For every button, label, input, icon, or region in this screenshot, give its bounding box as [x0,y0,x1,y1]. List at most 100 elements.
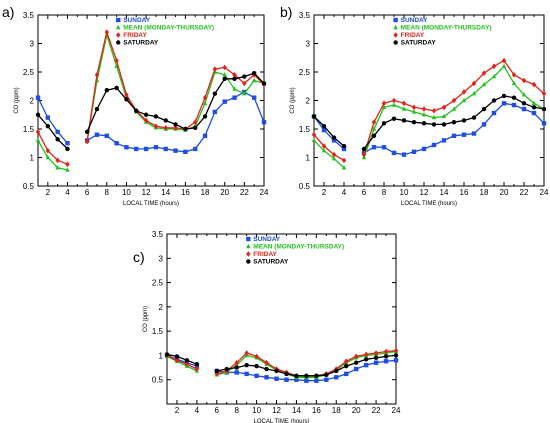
x-tick-label: 10 [122,188,131,197]
data-point [222,99,227,104]
data-point [55,157,60,164]
data-point [471,115,477,120]
data-point [321,147,327,153]
x-tick-label: 18 [480,188,489,197]
data-point [471,131,477,136]
x-tick-label: 10 [252,406,261,415]
legend-marker [246,259,251,264]
data-point [143,112,149,117]
data-point [251,95,257,100]
data-point [222,76,227,82]
data-point [324,372,329,378]
data-point [521,92,527,97]
data-point [143,146,149,152]
x-tick-label: 18 [332,406,341,415]
series-line [313,139,345,169]
data-point [383,354,389,359]
data-point [143,117,149,124]
legend-marker [246,251,251,257]
data-point [491,98,497,103]
data-point [363,351,369,358]
x-axis-label: LOCAL TIME (hours) [123,201,179,207]
data-point [104,133,109,139]
legend-marker [116,17,121,23]
data-point [202,114,208,119]
data-point [431,122,437,127]
x-tick-label: 24 [540,188,549,197]
data-point [55,129,60,135]
data-point [361,151,367,158]
data-point [304,373,309,379]
data-point [393,358,399,363]
data-point [331,135,337,140]
legend-marker [393,17,398,23]
data-point [124,145,129,150]
data-point [531,105,537,110]
data-point [244,350,249,356]
series-friday [311,57,547,164]
x-tick-label: 2 [322,188,327,197]
series-line [313,134,345,161]
data-point [531,100,537,106]
legend-entry: MEAN (MONDAY-THURSDAY) [253,244,344,251]
y-tick-label: 2 [159,303,164,312]
x-tick-label: 12 [420,188,429,197]
x-tick-label: 16 [181,188,190,197]
legend-entry: FRIDAY [123,32,147,39]
data-point [353,353,359,360]
data-point [461,118,467,123]
data-point [65,141,70,146]
legend-marker [393,24,398,30]
y-axis-label: CO (ppm) [290,87,296,113]
data-point [441,138,447,143]
data-point [431,142,437,148]
series-line [86,91,265,153]
series-line [37,140,68,171]
y-tick-label: 0.5 [299,182,311,191]
data-point [411,119,417,125]
data-point [541,90,547,97]
data-point [193,146,198,152]
series-mean-monday-thursday [35,32,267,172]
data-point [401,106,407,111]
y-tick-label: 3 [306,40,311,49]
series-saturday [164,352,399,379]
series-mean-monday-thursday [164,348,399,379]
x-tick-label: 4 [342,188,347,197]
data-point [163,125,168,131]
x-axis-label: LOCAL TIME (hours) [253,419,309,423]
data-point [401,152,407,157]
data-point [344,363,349,369]
x-tick-label: 6 [85,188,90,197]
legend-entry: SATURDAY [253,259,289,266]
data-point [501,101,507,106]
legend-marker [116,32,121,38]
data-point [163,146,168,152]
data-point [461,89,467,95]
data-point [153,114,159,119]
legend-entry: FRIDAY [401,32,425,39]
data-point [491,63,497,70]
series-line [166,355,198,372]
data-point [383,359,389,364]
data-point [45,123,51,129]
data-point [371,126,377,131]
data-point [381,121,387,126]
legend-entry: SUNDAY [401,17,429,24]
data-point [173,122,178,127]
data-point [294,373,299,379]
data-point [274,368,279,374]
data-point [284,377,289,382]
x-tick-label: 24 [260,188,269,197]
data-point [174,354,180,359]
data-point [264,359,269,366]
data-point [341,143,347,149]
data-point [84,138,90,145]
data-point [491,110,497,116]
data-point [501,93,507,99]
data-point [124,97,129,102]
data-point [45,147,51,154]
data-point [344,358,349,365]
